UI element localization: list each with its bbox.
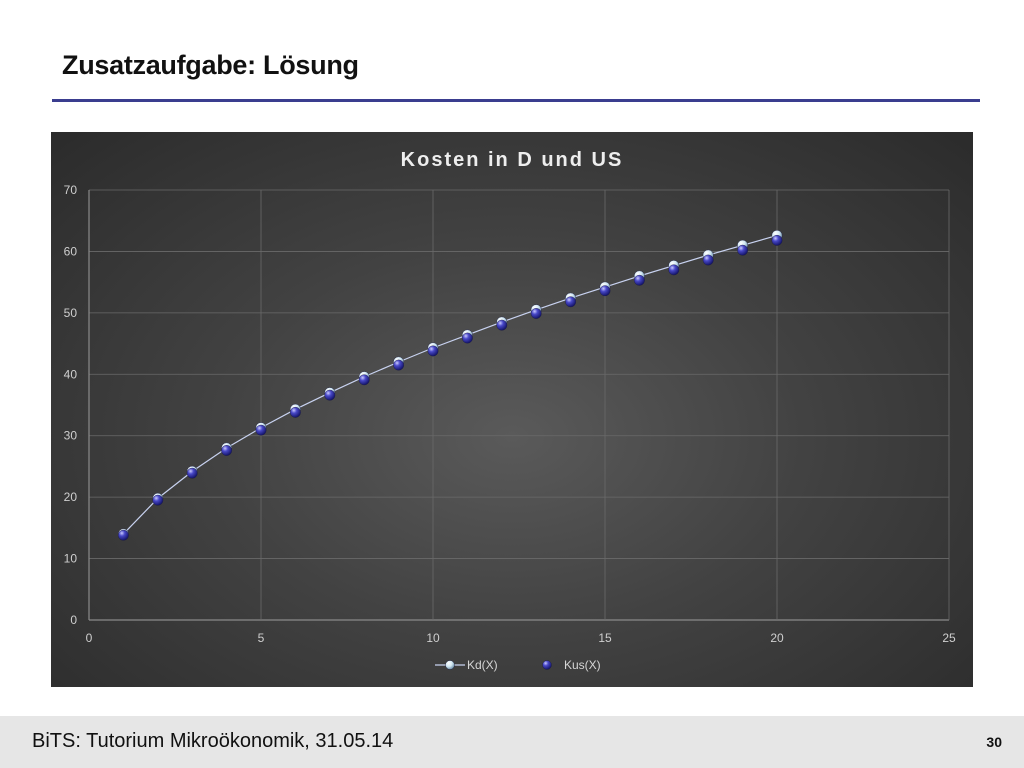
kus-point — [668, 264, 680, 276]
legend-kus-marker — [542, 660, 552, 670]
x-tick-label: 15 — [598, 631, 612, 645]
kus-point — [427, 345, 439, 357]
y-tick-label: 50 — [64, 306, 78, 320]
legend-kd-marker — [445, 660, 455, 670]
kus-point — [702, 254, 714, 266]
footer: BiTS: Tutorium Mikroökonomik, 31.05.14 3… — [0, 716, 1024, 768]
x-tick-label: 10 — [426, 631, 440, 645]
legend-label: Kus(X) — [564, 658, 601, 672]
x-tick-label: 0 — [86, 631, 93, 645]
y-tick-label: 70 — [64, 183, 78, 197]
kus-point — [152, 494, 164, 506]
x-tick-label: 25 — [942, 631, 956, 645]
series-line-kd — [122, 234, 778, 535]
kus-point — [324, 389, 336, 401]
legend-label: Kd(X) — [467, 658, 498, 672]
x-tick-label: 20 — [770, 631, 784, 645]
kus-point — [393, 359, 404, 371]
y-tick-label: 60 — [64, 244, 78, 258]
kus-point — [565, 296, 576, 308]
page-number: 30 — [986, 734, 1002, 750]
footer-text: BiTS: Tutorium Mikroökonomik, 31.05.14 — [32, 730, 394, 752]
title-rule — [52, 99, 980, 102]
kus-point — [599, 285, 611, 297]
y-tick-label: 40 — [64, 367, 78, 381]
y-tick-label: 30 — [64, 429, 78, 443]
x-tick-label: 5 — [258, 631, 265, 645]
y-tick-label: 10 — [64, 552, 78, 566]
kus-point — [530, 308, 542, 319]
kus-point — [186, 467, 198, 479]
chart-svg: 0 10 20 30 40 50 60 70 0 5 10 15 20 25 Kosten in D un… — [64, 149, 956, 672]
kus-point — [461, 332, 473, 344]
kus-point — [289, 406, 301, 418]
y-tick-label: 0 — [70, 613, 77, 627]
kus-point — [634, 274, 645, 286]
kus-point — [358, 374, 370, 386]
slide-title: Zusatzaufgabe: Lösung — [62, 50, 359, 80]
kus-point — [771, 234, 783, 246]
kus-point — [118, 529, 129, 541]
chart-title: Kosten in D und US — [401, 149, 624, 171]
y-tick-label: 20 — [64, 490, 78, 504]
kus-point — [221, 445, 233, 456]
kus-point — [496, 319, 508, 331]
kus-point — [737, 244, 748, 256]
chart-area: 0 10 20 30 40 50 60 70 0 5 10 15 20 25 Kosten in D un… — [51, 132, 973, 687]
kus-point — [255, 424, 267, 436]
